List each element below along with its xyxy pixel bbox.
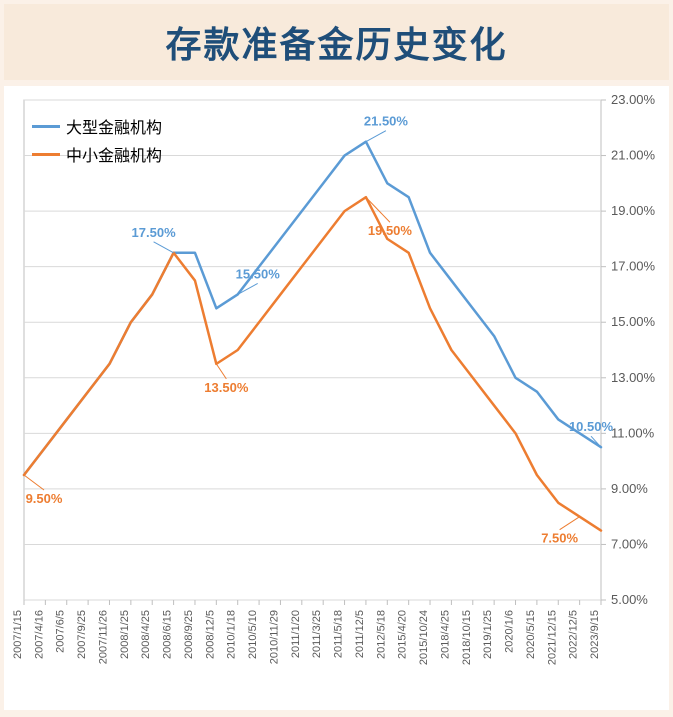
svg-text:2007/9/25: 2007/9/25 — [76, 610, 88, 659]
legend-label-2: 中小金融机构 — [66, 142, 162, 166]
legend-swatch-2 — [32, 153, 60, 156]
svg-text:13.50%: 13.50% — [204, 380, 249, 395]
legend-item-1: 大型金融机构 — [32, 114, 162, 138]
svg-text:5.00%: 5.00% — [611, 592, 648, 607]
legend-item-2: 中小金融机构 — [32, 142, 162, 166]
legend: 大型金融机构 中小金融机构 — [32, 114, 162, 170]
svg-text:2011/3/25: 2011/3/25 — [311, 610, 323, 658]
svg-text:2007/4/16: 2007/4/16 — [33, 610, 45, 659]
svg-text:2008/6/15: 2008/6/15 — [162, 610, 174, 659]
svg-text:2011/12/5: 2011/12/5 — [354, 610, 366, 658]
svg-text:2021/12/15: 2021/12/15 — [546, 610, 558, 665]
line-chart: 5.00% 7.00% 9.00% 11.00% 13.00% 15.00% 17.00% 1… — [4, 86, 669, 710]
svg-text:11.00%: 11.00% — [611, 425, 655, 440]
svg-text:10.50%: 10.50% — [569, 419, 614, 434]
svg-text:2018/10/15: 2018/10/15 — [461, 610, 473, 665]
svg-text:23.00%: 23.00% — [611, 92, 656, 107]
svg-text:9.00%: 9.00% — [611, 481, 648, 496]
svg-text:2008/12/5: 2008/12/5 — [204, 610, 216, 659]
svg-text:2023/9/15: 2023/9/15 — [589, 610, 601, 659]
title-bar: 存款准备金历史变化 — [4, 4, 669, 80]
chart-container: 大型金融机构 中小金融机构 5.00% 7.00% 9.00% 11.00% 13.00… — [4, 86, 669, 710]
svg-text:19.50%: 19.50% — [368, 223, 413, 238]
svg-text:9.50%: 9.50% — [26, 491, 63, 506]
svg-text:2019/1/25: 2019/1/25 — [482, 610, 494, 659]
svg-text:21.00%: 21.00% — [611, 148, 656, 163]
svg-text:2020/1/6: 2020/1/6 — [504, 610, 516, 653]
svg-text:19.00%: 19.00% — [611, 203, 656, 218]
svg-text:7.00%: 7.00% — [611, 536, 648, 551]
svg-text:2007/11/26: 2007/11/26 — [97, 610, 109, 664]
svg-text:13.00%: 13.00% — [611, 370, 656, 385]
svg-text:2007/1/15: 2007/1/15 — [12, 610, 24, 659]
svg-text:15.00%: 15.00% — [611, 314, 656, 329]
svg-text:2010/5/10: 2010/5/10 — [247, 610, 259, 659]
page: 存款准备金历史变化 大型金融机构 中小金融机构 5.00% 7.00% 9.00% 1… — [0, 0, 673, 717]
legend-label-1: 大型金融机构 — [66, 114, 162, 138]
svg-text:17.50%: 17.50% — [132, 225, 177, 240]
svg-text:2008/1/25: 2008/1/25 — [119, 610, 131, 659]
svg-text:2020/5/15: 2020/5/15 — [525, 610, 537, 659]
legend-swatch-1 — [32, 125, 60, 128]
svg-text:2011/1/20: 2011/1/20 — [290, 610, 302, 658]
svg-text:2015/4/20: 2015/4/20 — [397, 610, 409, 659]
svg-text:2018/4/25: 2018/4/25 — [439, 610, 451, 659]
svg-text:2015/10/24: 2015/10/24 — [418, 610, 430, 665]
svg-text:15.50%: 15.50% — [236, 266, 281, 281]
svg-text:2007/6/5: 2007/6/5 — [55, 610, 67, 653]
chart-title: 存款准备金历史变化 — [165, 24, 507, 65]
svg-text:2010/1/18: 2010/1/18 — [226, 610, 238, 659]
svg-text:2008/9/25: 2008/9/25 — [183, 610, 195, 659]
svg-text:2022/12/5: 2022/12/5 — [568, 610, 580, 659]
svg-text:2011/5/18: 2011/5/18 — [333, 610, 345, 658]
svg-text:2008/4/25: 2008/4/25 — [140, 610, 152, 659]
svg-text:2012/5/18: 2012/5/18 — [375, 610, 387, 659]
svg-text:2010/11/29: 2010/11/29 — [268, 610, 280, 664]
svg-text:17.00%: 17.00% — [611, 259, 656, 274]
svg-text:21.50%: 21.50% — [364, 114, 409, 129]
svg-text:7.50%: 7.50% — [541, 531, 578, 546]
